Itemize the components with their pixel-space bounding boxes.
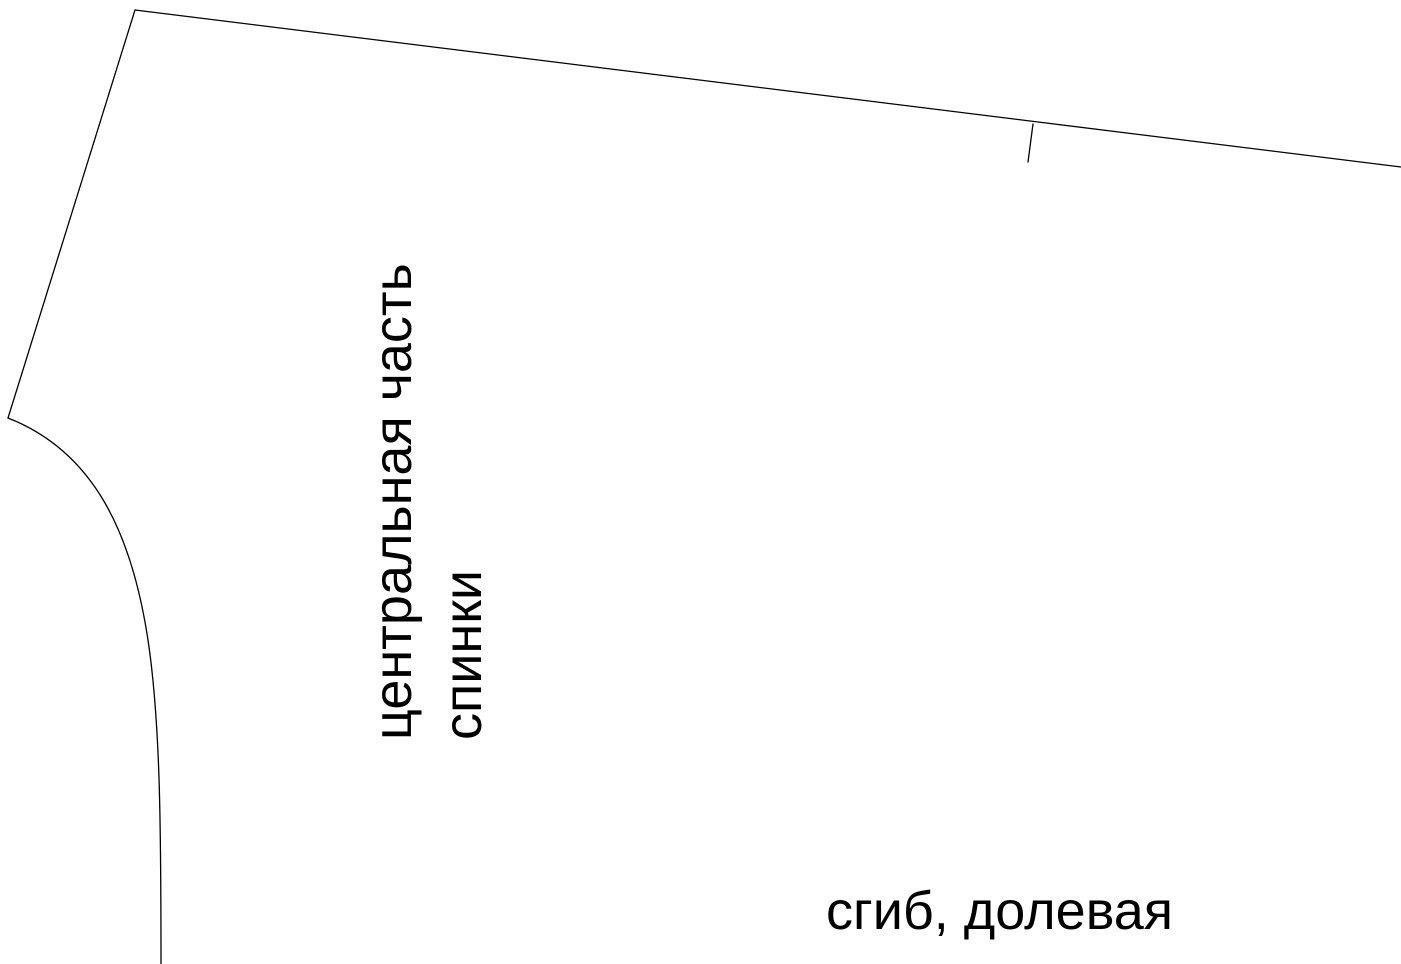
shoulder-line: [134, 9, 1401, 168]
armhole-upper-line: [7, 9, 136, 419]
fold-grainline-label: сгиб, долевая: [826, 881, 1174, 941]
armhole-curve: [7, 417, 162, 964]
piece-name-label-line-2: спинки: [433, 569, 493, 740]
notch-mark: [1027, 123, 1034, 163]
piece-name-label-line-1: центральная часть: [363, 263, 423, 740]
